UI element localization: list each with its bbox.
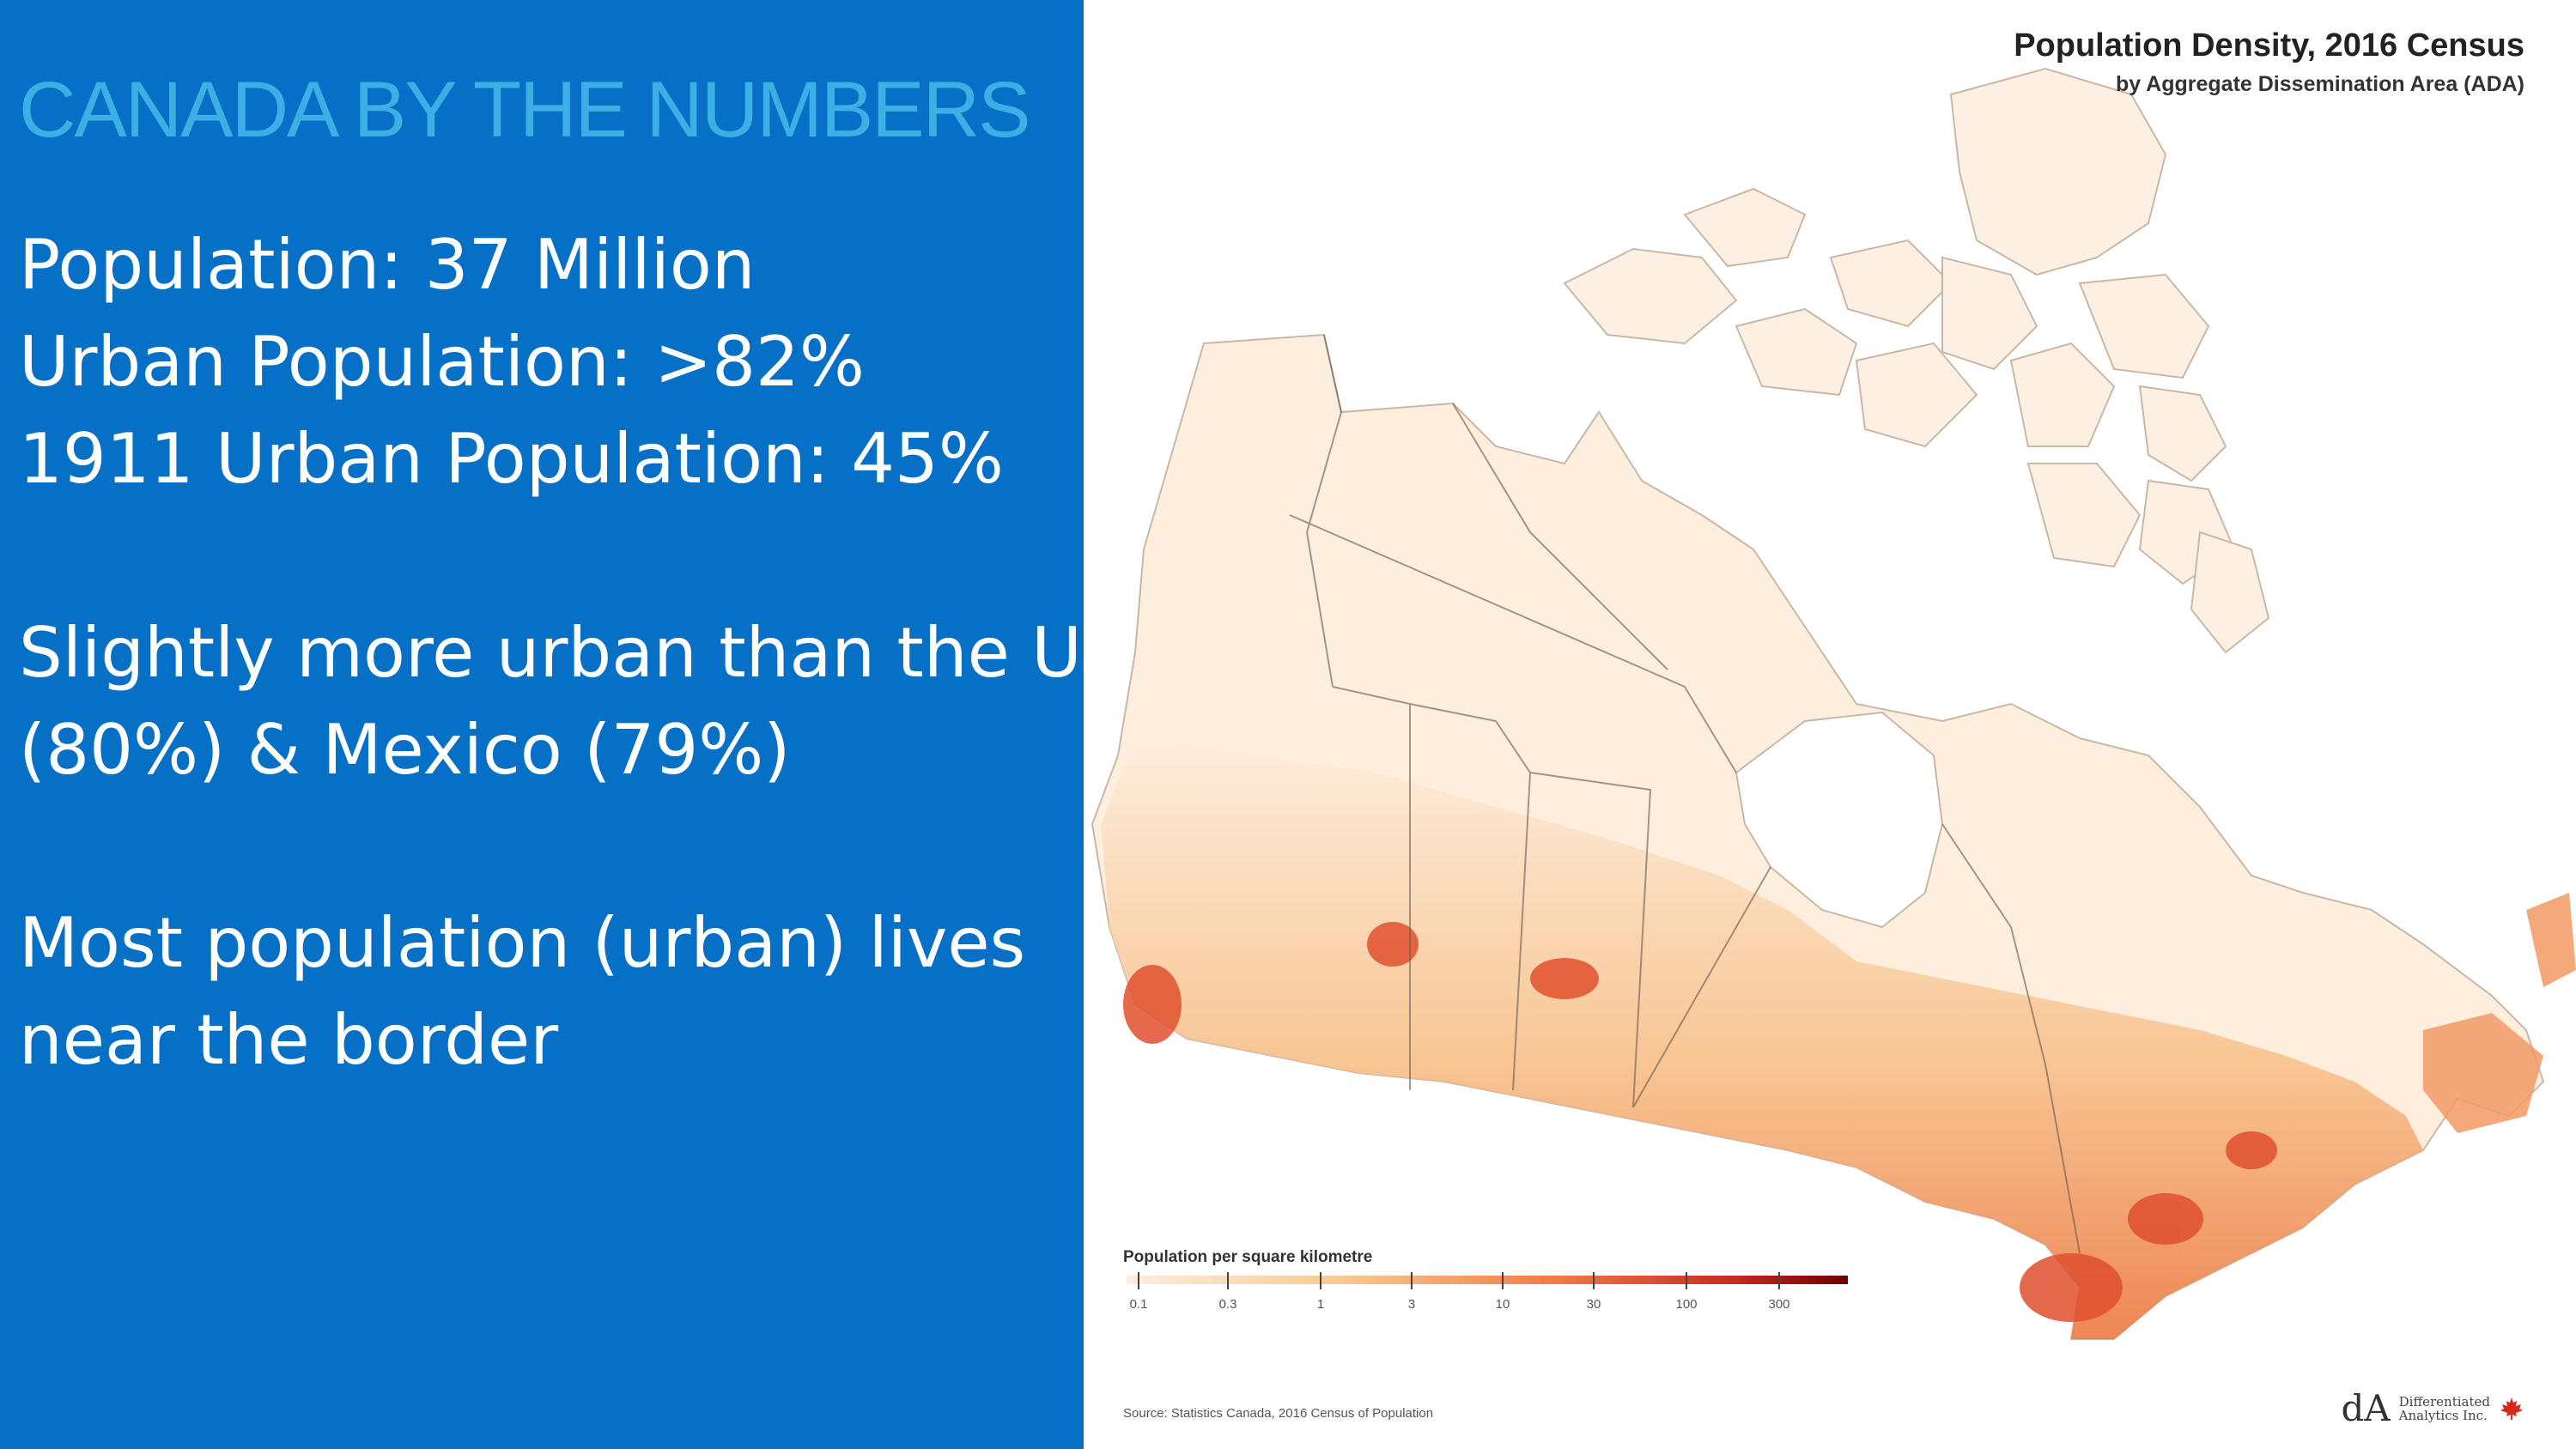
legend-tick-label: 0.3 (1219, 1297, 1237, 1312)
legend-tick-label: 30 (1587, 1297, 1601, 1312)
density-legend: 0.1 0.3 1 3 10 30 100 300 (1127, 1272, 1848, 1312)
map-panel: Population Density, 2016 Census by Aggre… (1084, 0, 2576, 1449)
legend-tick-label: 0.1 (1130, 1297, 1148, 1312)
legend-title: Population per square kilometre (1123, 1248, 1373, 1266)
atlantic-region (2423, 893, 2576, 1133)
source-note: Source: Statistics Canada, 2016 Census o… (1123, 1406, 1434, 1421)
urban-1911-stat: 1911 Urban Population: 45% (19, 419, 1004, 499)
map-title: Population Density, 2016 Census (2014, 27, 2524, 64)
text-panel: CANADA BY THE NUMBERS Population: 37 Mil… (0, 0, 1084, 1449)
canada-density-map (1091, 67, 2576, 1340)
border-line-1: Most population (urban) lives (19, 903, 1026, 983)
legend-tick-marks (1138, 1272, 1780, 1289)
border-line-2: near the border (19, 1000, 559, 1080)
arctic-archipelago (1563, 67, 2270, 654)
slide-title: CANADA BY THE NUMBERS (19, 66, 1030, 154)
maple-leaf-icon (2500, 1397, 2523, 1420)
legend-tick-label: 1 (1317, 1297, 1324, 1312)
logo-text: Differentiated Analytics Inc. (2399, 1395, 2490, 1422)
legend-tick-label: 10 (1496, 1297, 1510, 1312)
logo-text-line-2: Analytics Inc. (2398, 1407, 2488, 1423)
southern-density-band (1101, 738, 2423, 1339)
urban-density-clusters (1123, 922, 2277, 1322)
provincial-borders (1289, 334, 2081, 1254)
legend-tick-label: 300 (1768, 1297, 1789, 1312)
logo-mark: dA (2341, 1387, 2391, 1429)
logo-text-line-1: Differentiated (2398, 1393, 2490, 1410)
population-stat: Population: 37 Million (19, 225, 756, 305)
legend-tick-label: 100 (1675, 1297, 1697, 1312)
map-subtitle: by Aggregate Dissemination Area (ADA) (2115, 72, 2524, 96)
comparison-line-2: (80%) & Mexico (79%) (19, 710, 791, 790)
urban-population-stat: Urban Population: >82% (19, 322, 865, 402)
legend-gradient-bar (1127, 1276, 1848, 1284)
legend-tick-label: 3 (1408, 1297, 1415, 1312)
hudson-bay (1735, 711, 1944, 929)
company-logo: dA Differentiated Analytics Inc. (2341, 1387, 2524, 1429)
comparison-line-1: Slightly more urban than the US (19, 613, 1084, 693)
